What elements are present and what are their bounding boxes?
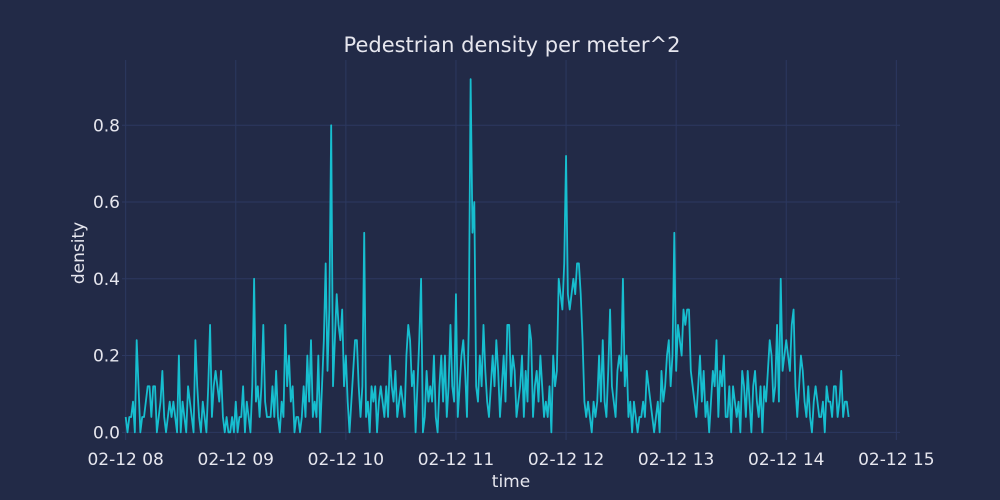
y-tick-label: 0.6 (93, 193, 120, 213)
x-tick-label: 02-12 13 (638, 450, 714, 470)
gridlines (122, 60, 900, 440)
x-tick-label: 02-12 15 (858, 450, 934, 470)
x-tick-label: 02-12 09 (198, 450, 274, 470)
x-tick-label: 02-12 10 (308, 450, 384, 470)
y-axis-label: density (69, 222, 89, 284)
y-tick-label: 0.8 (93, 116, 120, 136)
x-tick-label: 02-12 12 (528, 450, 604, 470)
density-series-line (124, 78, 850, 434)
y-tick-label: 0.0 (93, 423, 120, 443)
x-tick-label: 02-12 14 (748, 450, 824, 470)
y-tick-label: 0.2 (93, 347, 120, 367)
y-tick-label: 0.4 (93, 270, 120, 290)
x-axis-ticks: 02-12 08 02-12 09 02-12 10 02-12 11 02-12 12… (87, 450, 934, 470)
x-axis-label: time (492, 472, 530, 492)
chart-title: Pedestrian density per meter^2 (344, 33, 681, 57)
x-tick-label: 02-12 11 (418, 450, 494, 470)
x-tick-label: 02-12 08 (87, 450, 163, 470)
y-axis-ticks: 0.0 0.2 0.4 0.6 0.8 (93, 116, 120, 443)
